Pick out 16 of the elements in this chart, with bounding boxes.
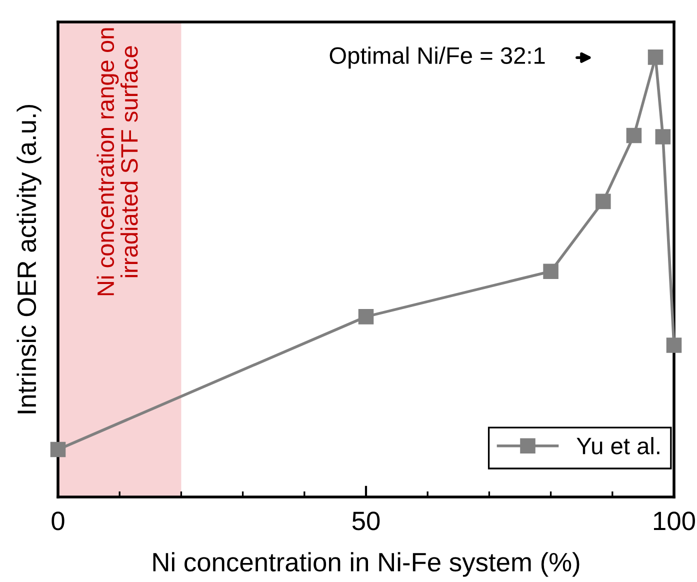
x-tick-label: 100 — [654, 512, 695, 530]
point — [358, 309, 374, 324]
point — [50, 442, 66, 458]
legend-label: Yu et al. — [576, 437, 660, 454]
point — [655, 129, 671, 144]
point — [648, 50, 664, 65]
point — [596, 194, 611, 210]
x-tick-label: 0 — [52, 512, 64, 530]
point — [626, 128, 642, 144]
annotation: Optimal Ni/Fe = 32:1 — [330, 46, 545, 69]
point — [543, 264, 558, 280]
x-tick-label: 50 — [352, 512, 380, 530]
x-axis-title: Ni concentration in Ni-Fe system (%) — [153, 552, 580, 577]
point — [666, 338, 682, 353]
y-axis-title: Intrinsic OER activity (a.u.) — [16, 104, 42, 414]
band-label: Ni concentration range on irradiated STF surface — [96, 28, 138, 296]
